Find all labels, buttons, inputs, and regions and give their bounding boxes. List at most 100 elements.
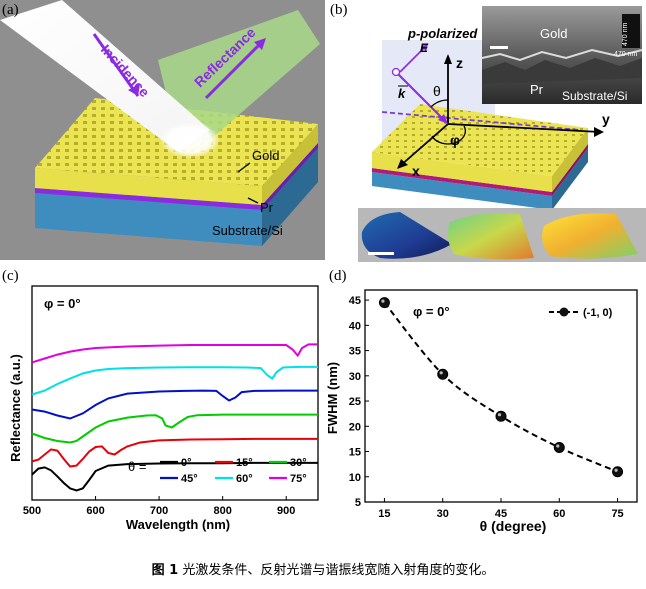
substrate-label: Substrate/Si xyxy=(212,223,283,238)
phi-arc xyxy=(431,125,466,145)
inset-scale-v: 470 nm xyxy=(622,22,629,46)
panel-d-label: (d) xyxy=(329,268,347,284)
theta-eq-label: θ = xyxy=(128,459,146,474)
y-tick-label-d: 25 xyxy=(349,396,361,408)
x-tick-label-d: 60 xyxy=(553,508,565,520)
panel-c: Reflectance (a.u.) Wavelength (nm) φ = 0… xyxy=(0,268,325,553)
panel-a-illustration: Incidence Reflectance Gold Pr Substrate/… xyxy=(0,0,325,260)
substrate-side-front xyxy=(35,193,262,246)
x-tick-label-d: 15 xyxy=(378,508,390,520)
fwhm-point-15 xyxy=(378,297,390,309)
fwhm-point-75 xyxy=(612,466,624,478)
y-tick-label-d: 40 xyxy=(349,320,361,332)
p-polarized-label: p-polarized xyxy=(407,26,478,41)
wafer-photo-3 xyxy=(542,213,638,259)
reflectance-arrow xyxy=(204,40,264,100)
legend-label-theta-0: 0° xyxy=(181,457,192,469)
pr-pointer xyxy=(247,197,259,204)
gold-side-right xyxy=(262,124,318,205)
spectrum-theta-15 xyxy=(31,437,318,468)
panel-b-illustration: p-polarized E k z y x θ φ Gold Pr Substr… xyxy=(330,0,646,262)
fwhm-point-30 xyxy=(437,368,449,380)
x-axis xyxy=(399,123,449,167)
sample-substrate-front xyxy=(372,172,552,210)
x-tick-label-d: 45 xyxy=(495,508,507,520)
e-vector-head xyxy=(422,44,428,52)
plot-frame-d xyxy=(364,289,638,503)
fwhm-point-45 xyxy=(495,410,507,422)
gold-label: Gold xyxy=(252,148,279,163)
legend-label-theta-45: 45° xyxy=(181,473,198,485)
caption-text: 光激发条件、反射光谱与谐振线宽随入射角度的变化。 xyxy=(182,563,495,578)
fwhm-point-highlight xyxy=(556,444,560,448)
legend-label-theta-15: 15° xyxy=(236,457,253,469)
y-axis-head xyxy=(594,127,604,137)
y-tick-label-d: 15 xyxy=(349,447,361,459)
legend-label-d: (-1, 0) xyxy=(583,307,613,319)
spectrum-theta-60 xyxy=(31,365,318,396)
e-vector xyxy=(399,45,427,73)
legend-marker-d xyxy=(559,307,569,317)
fwhm-point-highlight xyxy=(497,413,502,417)
spectrum-theta-30 xyxy=(31,413,318,444)
reflected-beam xyxy=(158,10,320,142)
theta-arc xyxy=(430,99,449,108)
fwhm-chart: FWHM (nm) θ (degree) φ = 0° 15 30 45 60 75 5 1… xyxy=(325,289,638,534)
panel-b: p-polarized E k z y x θ φ Gold Pr Substr… xyxy=(330,0,646,262)
panel-b-label: (b) xyxy=(330,2,348,18)
phi-note-c: φ = 0° xyxy=(44,296,81,311)
sem-inset xyxy=(481,6,643,104)
photo-scalebar xyxy=(368,252,394,255)
fwhm-point-highlight xyxy=(381,299,385,303)
k-vector-head xyxy=(438,114,448,124)
sample-substrate-right xyxy=(552,148,588,210)
inset-gold-label: Gold xyxy=(540,26,567,41)
spectrum-theta-75 xyxy=(31,343,318,364)
reflectance-arrow-head xyxy=(254,38,266,50)
sample-gold-front xyxy=(372,152,552,192)
y-tick-label-d: 45 xyxy=(349,295,361,307)
legend-label-theta-30: 30° xyxy=(290,457,307,469)
fwhm-point-60 xyxy=(553,441,565,453)
plane-dashed-line xyxy=(381,111,581,131)
gold-side-front xyxy=(35,168,262,205)
x-tick-label-d: 75 xyxy=(611,508,623,520)
sample-gold-top xyxy=(372,104,588,176)
incident-beam-spot xyxy=(160,122,220,158)
y-axis xyxy=(447,123,601,133)
k-vector xyxy=(395,71,447,123)
panel-d: FWHM (nm) θ (degree) φ = 0° 15 30 45 60 75 5 1… xyxy=(325,268,646,553)
panel-a-label: (a) xyxy=(2,2,19,18)
x-axis-head xyxy=(397,159,408,169)
pr-layer xyxy=(35,188,262,210)
figure-number: 图 1 xyxy=(151,563,179,578)
x-tick-label-c: 800 xyxy=(213,505,231,517)
y-tick-label-d: 35 xyxy=(349,346,361,358)
inset-pr-label: Pr xyxy=(530,82,544,97)
spectrum-theta-45 xyxy=(31,389,318,420)
x-tick-label-c: 700 xyxy=(150,505,168,517)
legend-label-theta-60: 60° xyxy=(236,473,253,485)
y-axis-label-d: FWHM (nm) xyxy=(325,362,340,434)
fwhm-fit-curve xyxy=(383,301,618,473)
fwhm-point-highlight xyxy=(439,371,443,375)
z-label: z xyxy=(456,55,463,71)
phi-note-d: φ = 0° xyxy=(413,304,450,319)
phi-label: φ xyxy=(450,132,460,148)
fwhm-point-highlight xyxy=(614,468,618,472)
y-tick-label-d: 5 xyxy=(355,497,361,509)
gold-pointer xyxy=(237,162,251,173)
z-axis-head xyxy=(444,54,452,64)
legend-label-theta-75: 75° xyxy=(290,473,307,485)
x-tick-label-c: 900 xyxy=(277,505,295,517)
y-label: y xyxy=(602,111,610,127)
inset-substrate-label: Substrate/Si xyxy=(562,89,627,103)
pr-layer-right xyxy=(262,143,318,210)
panel-a: Incidence Reflectance Gold Pr Substrate/… xyxy=(0,0,325,260)
theta-label: θ xyxy=(433,83,441,99)
x-tick-label-c: 500 xyxy=(23,505,41,517)
substrate-side-right xyxy=(262,148,318,246)
reflectance-chart: Reflectance (a.u.) Wavelength (nm) φ = 0… xyxy=(8,285,319,532)
wafer-photo-1 xyxy=(361,212,452,259)
panel-c-label: (c) xyxy=(2,268,19,284)
